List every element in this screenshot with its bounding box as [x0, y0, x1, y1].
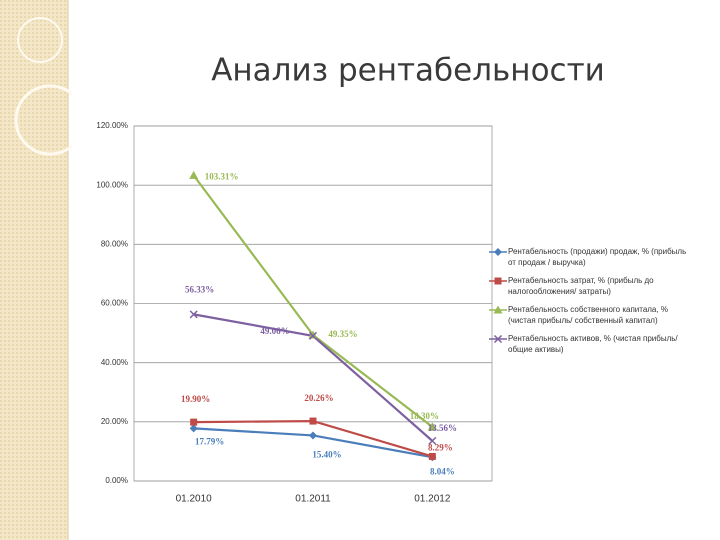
y-tick-label: 40.00% — [101, 358, 128, 367]
y-tick-label: 60.00% — [101, 299, 128, 308]
data-label: 8.04% — [430, 466, 455, 476]
data-label: 56.33% — [185, 284, 214, 294]
marker — [189, 170, 199, 179]
legend-label: Рентабельность активов, % (чистая прибыл… — [508, 334, 678, 354]
x-tick-label: 01.2010 — [176, 494, 213, 505]
data-label: 8.29% — [428, 443, 453, 453]
marker — [428, 436, 437, 445]
marker — [493, 306, 503, 314]
legend-entry: Рентабельность (продажи) продаж, % (приб… — [488, 246, 693, 268]
legend-entry: Рентабельность собственного капитала, % … — [488, 304, 693, 326]
marker — [494, 277, 502, 285]
marker — [493, 335, 503, 343]
data-label: 49.35% — [328, 329, 357, 339]
legend-entry: Рентабельность затрат, % (прибыль до нал… — [488, 275, 693, 297]
data-label: 15.40% — [312, 450, 341, 460]
legend-swatch — [489, 306, 507, 314]
data-label: 103.31% — [205, 171, 239, 181]
x-tick-label: 01.2012 — [414, 494, 451, 505]
legend-label: Рентабельность (продажи) продаж, % (приб… — [508, 247, 687, 267]
series-line — [192, 174, 434, 428]
data-label: 49.06% — [260, 326, 289, 336]
legend-swatch — [489, 335, 507, 343]
data-label: 19.90% — [181, 394, 210, 404]
marker — [309, 417, 317, 425]
legend-label: Рентабельность собственного капитала, % … — [508, 305, 668, 325]
data-label: 17.79% — [195, 436, 224, 446]
x-tick-label: 01.2011 — [295, 494, 331, 505]
data-label: 13.56% — [428, 423, 457, 433]
marker — [308, 330, 318, 339]
marker — [428, 452, 436, 460]
legend-label: Рентабельность затрат, % (прибыль до нал… — [508, 276, 654, 296]
decoration — [0, 0, 72, 540]
marker — [494, 248, 502, 256]
y-tick-label: 0.00% — [105, 476, 128, 485]
data-label: 18.30% — [410, 411, 439, 421]
marker — [308, 331, 318, 340]
y-tick-label: 120.00% — [96, 121, 128, 130]
legend-entry: Рентабельность активов, % (чистая прибыл… — [488, 333, 693, 355]
legend-swatch — [489, 248, 507, 256]
y-tick-label: 100.00% — [96, 180, 128, 189]
legend: Рентабельность (продажи) продаж, % (приб… — [488, 246, 693, 362]
chart-title: Анализ рентабельности — [211, 53, 605, 89]
y-tick-label: 20.00% — [101, 417, 128, 426]
plot-border — [133, 125, 493, 482]
marker — [190, 418, 198, 426]
legend-swatch — [489, 277, 507, 285]
marker — [309, 431, 317, 440]
marker — [427, 422, 437, 431]
marker — [189, 424, 198, 433]
y-tick-label: 80.00% — [101, 239, 128, 248]
marker — [189, 310, 198, 319]
data-label: 20.26% — [304, 393, 333, 403]
